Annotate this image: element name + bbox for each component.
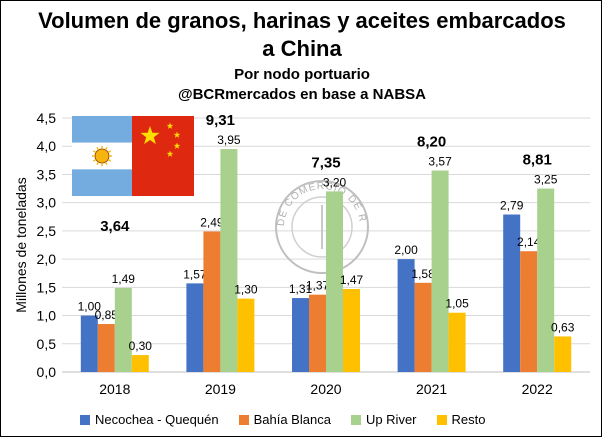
legend-swatch xyxy=(80,414,90,425)
bar xyxy=(114,287,132,372)
bar xyxy=(131,355,149,372)
data-label: 1,05 xyxy=(445,297,469,311)
legend-label: Necochea - Quequén xyxy=(95,412,219,427)
data-label: 3,20 xyxy=(323,175,347,189)
legend-label: Up River xyxy=(365,412,417,427)
chart-legend: Necochea - Quequén Bahía Blanca Up River Re… xyxy=(80,412,485,427)
sun-ray xyxy=(104,146,108,151)
seal-watermark-inner xyxy=(291,196,353,258)
bar xyxy=(343,289,360,372)
x-tick-label: 2021 xyxy=(416,381,447,397)
y-tick-label: 0,5 xyxy=(37,336,57,352)
small-star-icon xyxy=(173,142,181,149)
data-label: 1,49 xyxy=(112,272,136,286)
data-label: 2,79 xyxy=(500,199,524,213)
bar xyxy=(431,170,449,372)
data-label: 0,85 xyxy=(95,308,119,322)
bar xyxy=(448,312,466,372)
bar xyxy=(80,315,98,372)
sun-ray xyxy=(96,146,100,151)
sun-ray xyxy=(104,161,108,166)
bar xyxy=(237,298,255,372)
legend-item: Up River xyxy=(350,412,417,427)
argentina-flag-stripe xyxy=(72,169,132,196)
small-star-icon xyxy=(173,131,181,138)
seal-watermark xyxy=(275,180,369,274)
data-label: 0,30 xyxy=(129,339,153,353)
total-label: 7,35 xyxy=(311,154,340,171)
bar xyxy=(292,298,309,372)
total-label: 8,20 xyxy=(417,133,446,150)
legend-swatch xyxy=(238,414,249,425)
data-label: 1,57 xyxy=(183,267,207,281)
y-tick-label: 2,5 xyxy=(37,223,57,239)
legend-item: Necochea - Quequén xyxy=(80,412,219,427)
y-tick-label: 3,0 xyxy=(37,195,57,211)
bar xyxy=(186,283,204,372)
chart-subtitle: Por nodo portuario xyxy=(234,66,370,83)
bar xyxy=(220,149,238,372)
y-tick-label: 4,0 xyxy=(37,138,57,154)
data-label: 3,57 xyxy=(428,154,452,168)
y-tick-label: 2,0 xyxy=(37,251,57,267)
china-flag-field xyxy=(132,116,194,196)
small-star-icon xyxy=(166,122,174,129)
sun-ray xyxy=(96,161,100,166)
data-label: 1,30 xyxy=(234,283,258,297)
data-label: 1,37 xyxy=(306,279,330,293)
legend-swatch xyxy=(436,414,447,425)
chart-source: @BCRmercados en base a NABSA xyxy=(177,86,427,103)
bar xyxy=(554,336,572,372)
sun-ray xyxy=(107,158,112,162)
data-label: 2,00 xyxy=(394,243,418,257)
data-label: 2,49 xyxy=(200,215,224,229)
total-label: 8,81 xyxy=(523,152,552,169)
total-label: 9,31 xyxy=(206,112,235,129)
bar xyxy=(537,188,555,372)
data-label: 1,31 xyxy=(289,282,313,296)
y-tick-label: 1,0 xyxy=(37,308,57,324)
total-label: 3,64 xyxy=(100,218,130,235)
small-star-icon xyxy=(166,150,174,157)
legend-item: Bahía Blanca xyxy=(238,412,331,427)
sun-ray xyxy=(92,158,97,162)
y-tick-label: 0,0 xyxy=(37,364,57,380)
y-axis-label: Millones de toneladas xyxy=(13,177,29,312)
bar xyxy=(520,251,538,372)
y-tick-label: 1,5 xyxy=(37,279,57,295)
data-label: 3,25 xyxy=(534,173,558,187)
x-tick-label: 2022 xyxy=(522,381,553,397)
data-label: 1,00 xyxy=(78,300,102,314)
chart-title-line2: a China xyxy=(262,36,342,61)
legend-swatch xyxy=(350,414,361,425)
large-star-icon xyxy=(140,126,160,145)
bar xyxy=(503,214,521,372)
data-label: 3,95 xyxy=(217,133,241,147)
x-tick-label: 2019 xyxy=(205,381,236,397)
legend-label: Resto xyxy=(451,412,486,427)
data-label: 1,47 xyxy=(340,273,364,287)
data-label: 1,58 xyxy=(411,267,435,281)
argentina-flag-stripe xyxy=(72,116,132,143)
data-label: 0,63 xyxy=(551,320,575,334)
y-tick-label: 4,5 xyxy=(37,110,57,126)
sun-icon xyxy=(94,148,110,164)
data-label: 2,14 xyxy=(517,235,541,249)
x-tick-label: 2020 xyxy=(310,381,341,397)
bar xyxy=(97,324,115,372)
bar xyxy=(309,294,326,372)
chart-title: Volumen de granos, harinas y aceites emb… xyxy=(38,8,566,33)
bar xyxy=(326,191,343,372)
legend-label: Bahía Blanca xyxy=(253,412,331,427)
legend-item: Resto xyxy=(436,412,486,427)
y-tick-label: 3,5 xyxy=(37,166,57,182)
x-tick-label: 2018 xyxy=(99,381,130,397)
bar xyxy=(414,282,432,372)
sun-ray xyxy=(107,150,112,154)
bar xyxy=(397,259,415,372)
sun-ray xyxy=(92,150,97,154)
bar xyxy=(203,231,221,372)
